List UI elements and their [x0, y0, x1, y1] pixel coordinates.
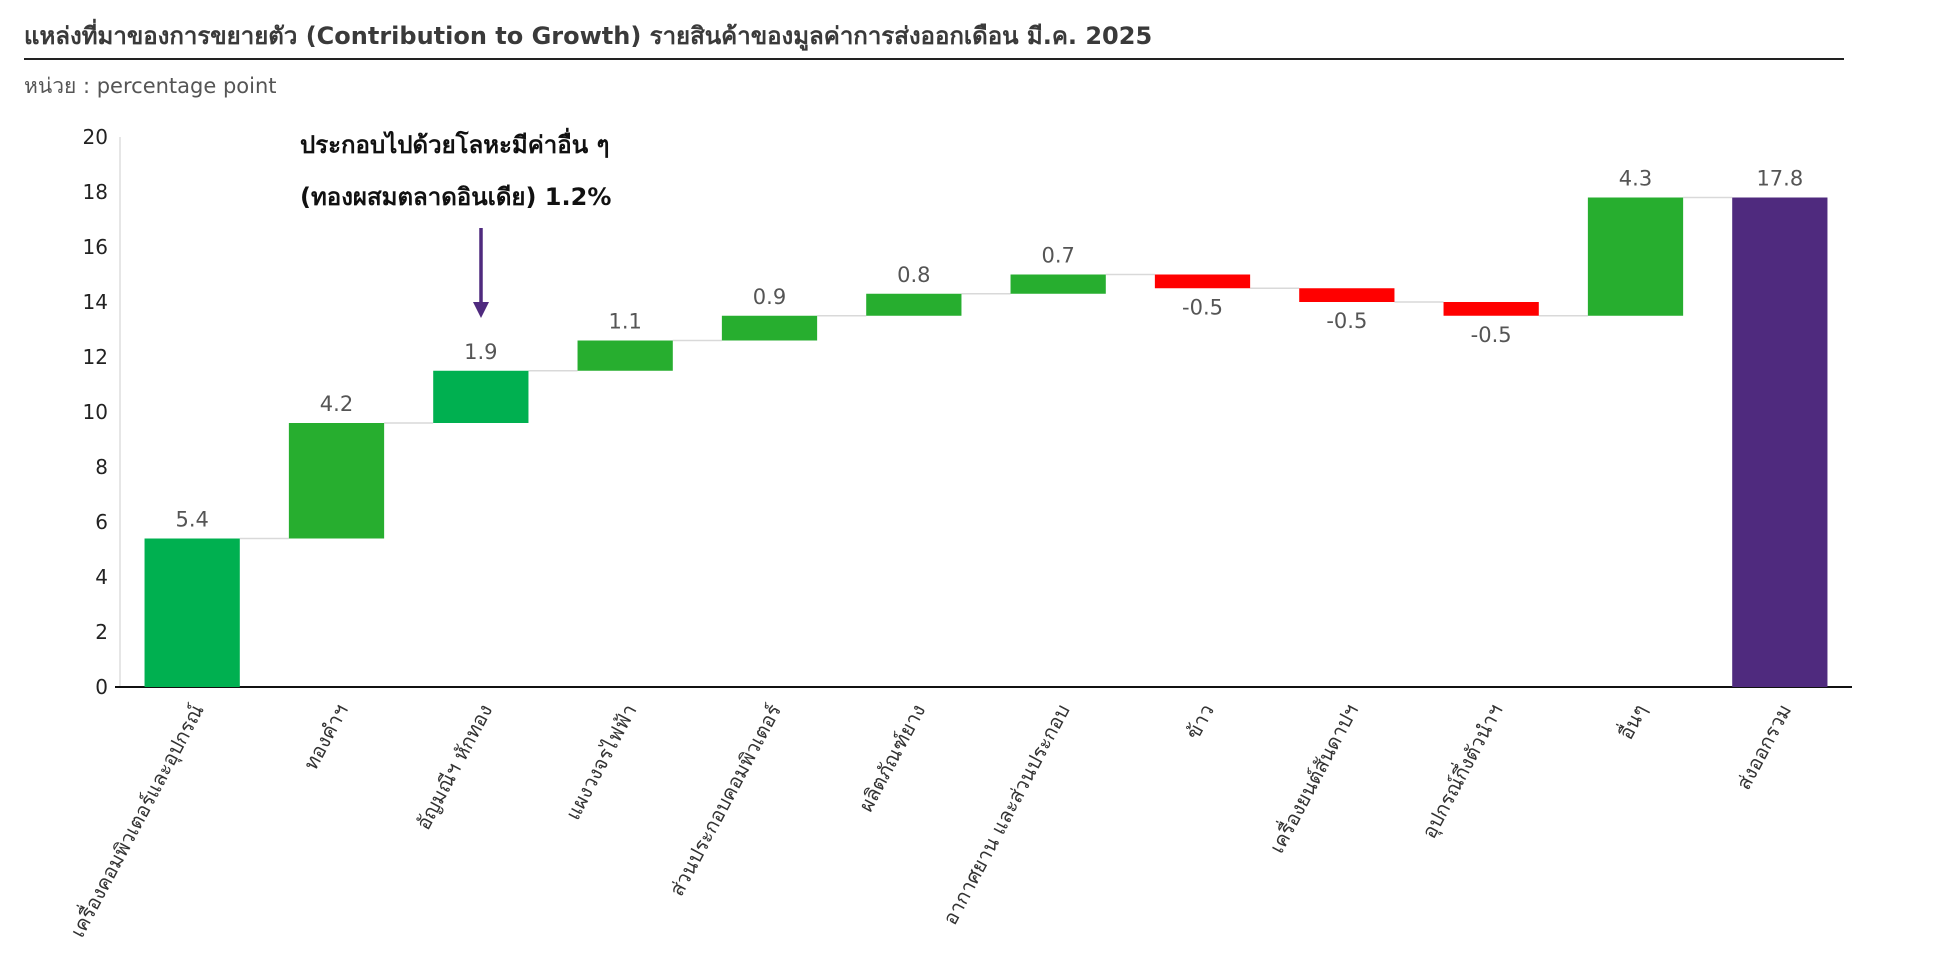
y-tick-label: 20	[83, 125, 108, 149]
y-tick-label: 6	[95, 510, 108, 534]
y-tick-label: 16	[83, 235, 108, 259]
y-tick-label: 2	[95, 620, 108, 644]
bar	[1732, 197, 1828, 687]
bar	[577, 340, 673, 371]
bar	[866, 293, 962, 316]
x-category-label: อุปกรณ์กึ่งตัวนำฯ	[1415, 699, 1508, 843]
value-label: 0.9	[753, 285, 786, 309]
y-tick-label: 8	[95, 455, 108, 479]
annotation-arrow-head	[473, 302, 489, 318]
title-divider	[24, 58, 1844, 60]
bar	[1299, 288, 1395, 302]
x-category-label: แผงวงจรไฟฟ้า	[561, 700, 642, 824]
y-tick-label: 18	[83, 180, 108, 204]
bar	[1154, 274, 1251, 289]
y-tick-label: 10	[83, 400, 108, 424]
bar	[288, 423, 385, 539]
bar	[433, 370, 529, 423]
value-label: 5.4	[175, 508, 208, 532]
bar	[1587, 197, 1684, 316]
connector-lines	[239, 196, 1733, 540]
bar	[721, 315, 818, 341]
value-label: 4.2	[320, 392, 353, 416]
value-label: 0.8	[897, 263, 930, 287]
annotation-line2: (ทองผสมตลาดอินเดีย) 1.2%	[300, 183, 611, 211]
bars	[144, 197, 1828, 687]
x-category-label: เครื่องคอมพิวเตอร์และอุปกรณ์	[63, 699, 209, 942]
x-category-label: ทองคำฯ	[298, 700, 352, 774]
y-tick-label: 12	[83, 345, 108, 369]
value-label: -0.5	[1326, 309, 1367, 333]
y-tick-label: 4	[95, 565, 108, 589]
y-tick-label: 0	[95, 675, 108, 699]
annotation-line1: ประกอบไปด้วยโลหะมีค่าอื่น ๆ	[300, 127, 609, 159]
value-label: -0.5	[1182, 295, 1223, 319]
chart-title: แหล่งที่มาของการขยายตัว (Contribution to…	[24, 22, 1153, 50]
x-category-label: ผลิตภัณฑ์ยาง	[854, 700, 931, 815]
y-axis: 0 2 4 6 8 10 12 14 16 18 20	[83, 125, 1852, 699]
value-label: 0.7	[1041, 244, 1074, 268]
x-category-label: อื่นๆ	[1612, 699, 1652, 743]
unit-label: หน่วย : percentage point	[24, 74, 277, 98]
x-category-label: อัญมณีฯ หักทอง	[411, 700, 497, 834]
value-label: -0.5	[1471, 323, 1512, 347]
bar	[144, 538, 240, 687]
value-label: 4.3	[1619, 167, 1652, 191]
bar	[1443, 302, 1539, 316]
value-label: 1.1	[608, 310, 641, 334]
bar	[1010, 274, 1106, 294]
x-category-label: ข้าว	[1181, 700, 1219, 743]
x-axis-labels: เครื่องคอมพิวเตอร์และอุปกรณ์ ทองคำฯ อัญมณี…	[63, 699, 1796, 942]
annotation: ประกอบไปด้วยโลหะมีค่าอื่น ๆ (ทองผสมตลาดอ…	[300, 127, 611, 318]
value-label: 17.8	[1756, 167, 1803, 191]
x-category-label: ส่งออกรวม	[1731, 700, 1796, 794]
y-tick-label: 14	[83, 290, 108, 314]
x-category-label: เครื่องยนต์สันดาปฯ	[1263, 699, 1363, 857]
value-label: 1.9	[464, 340, 497, 364]
value-labels: 5.4 4.2 1.9 1.1 0.9 0.8 0.7 -0.5 -0.5 -0.5 4.3 17.8	[175, 167, 1803, 532]
x-category-label: ส่วนประกอบคอมพิวเตอร์	[664, 700, 786, 900]
x-category-label: อากาศยาน และส่วนประกอบ	[938, 700, 1075, 929]
